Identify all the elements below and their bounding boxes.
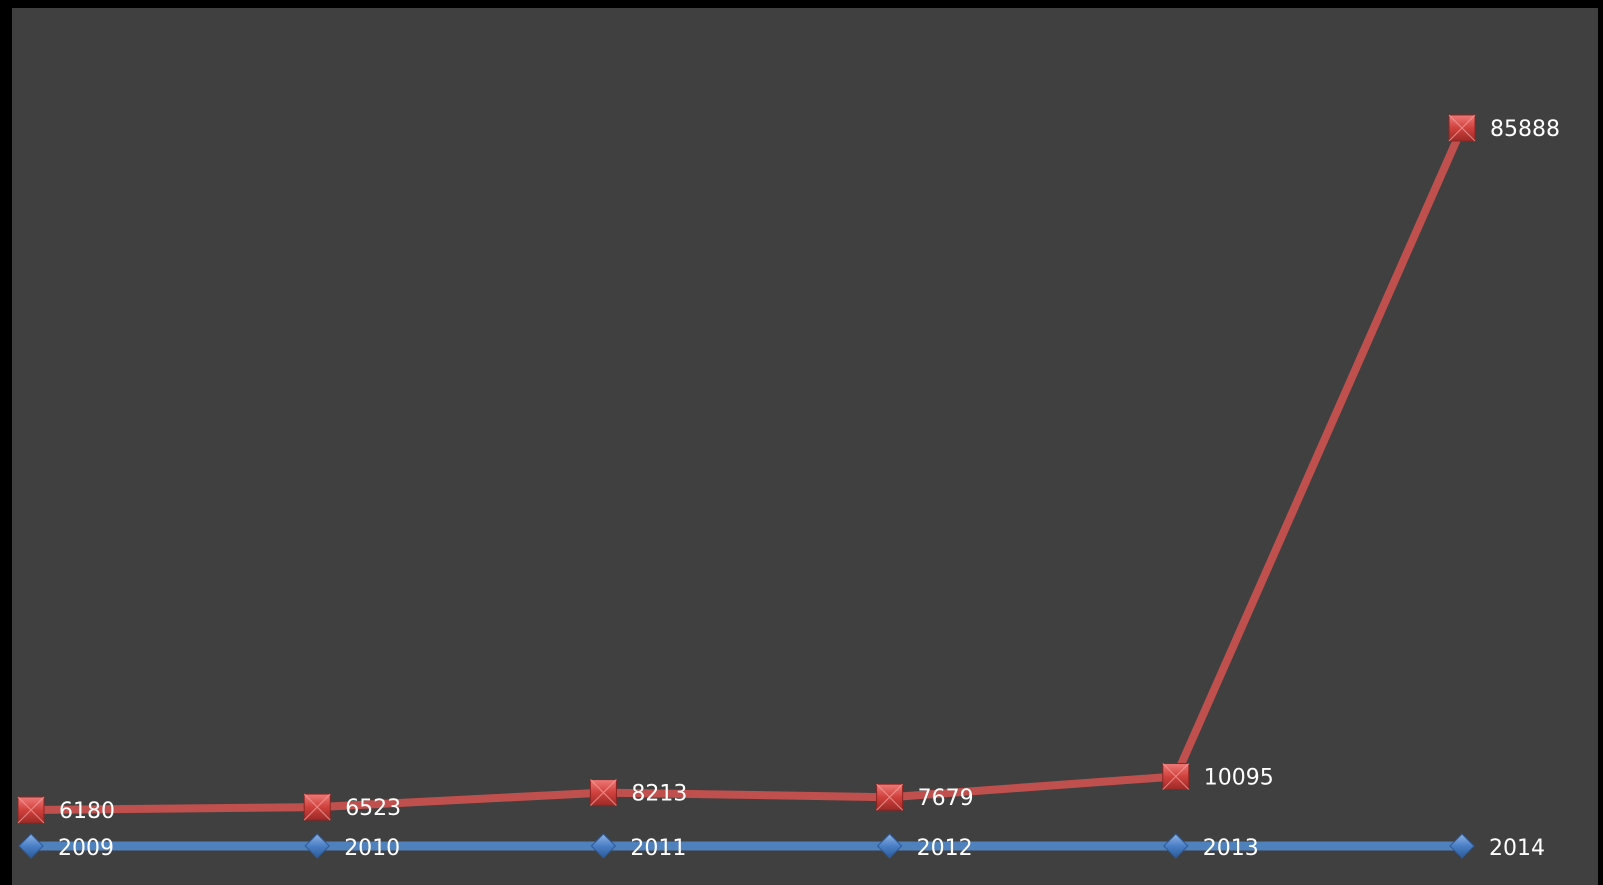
- series-layer: 2009 2010 2011 2012 2013 2014 6180 6523 8213 7679…: [17, 114, 1560, 861]
- series-2-point: [590, 833, 617, 859]
- series-1-data-label: 6523: [345, 796, 401, 821]
- series-1-point: [876, 783, 904, 811]
- series-2-data-label: 2011: [630, 836, 686, 861]
- series-1-marker-bevel: [17, 796, 45, 824]
- series-1-point: [1162, 763, 1190, 791]
- series-2-point: [1449, 833, 1475, 859]
- series-2-data-label: 2013: [1203, 836, 1259, 861]
- series-2-data-label: 2009: [58, 836, 114, 861]
- series-2-point: [1163, 833, 1189, 859]
- series-1-point: [303, 793, 331, 821]
- series-1-line: [27, 124, 1466, 814]
- series-1-marker-bevel: [1448, 114, 1476, 142]
- series-1-marker-bevel: [303, 793, 331, 821]
- series-2-data-label: 2014: [1489, 836, 1545, 861]
- series-1-marker-bevel: [589, 779, 617, 807]
- series-1-marker-bevel: [876, 783, 904, 811]
- series-1-data-label: 85888: [1490, 117, 1560, 142]
- series-1-point: [1448, 114, 1476, 142]
- series-2-point: [304, 833, 330, 859]
- series-1-point: [17, 796, 45, 824]
- series-2-point: [18, 833, 44, 859]
- series-2-point: [876, 833, 903, 859]
- series-2-data-label: 2012: [917, 836, 973, 861]
- plot-area: [12, 8, 1598, 885]
- series-1-point: [589, 779, 617, 807]
- series-1-data-label: 10095: [1204, 766, 1274, 791]
- series-1-data-label: 6180: [59, 799, 115, 824]
- series-1-marker-bevel: [1162, 763, 1190, 790]
- series-1-data-label: 8213: [631, 782, 687, 807]
- series-1-data-label: 7679: [918, 786, 974, 811]
- series-2-data-label: 2010: [344, 836, 400, 861]
